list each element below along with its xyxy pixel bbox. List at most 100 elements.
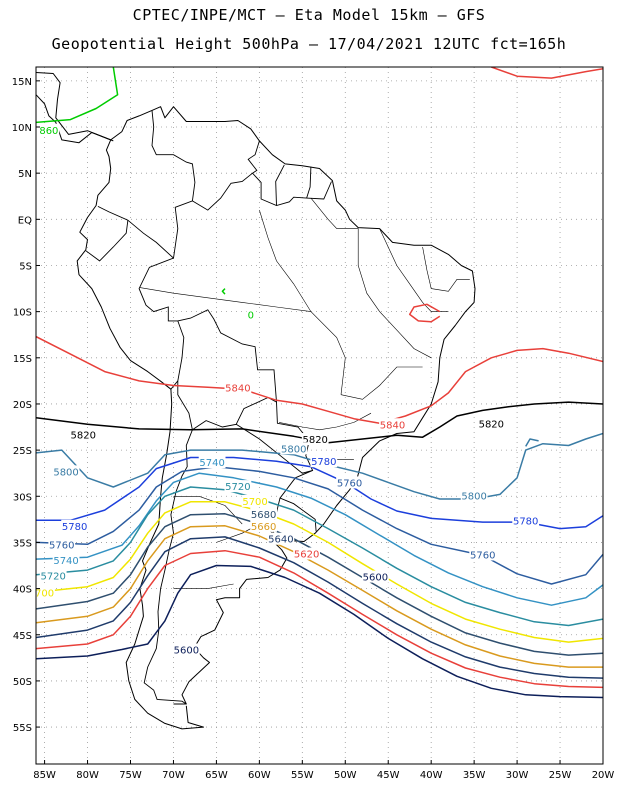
chart-title: CPTEC/INPE/MCT – Eta Model 15km – GFS <box>132 6 486 24</box>
state-border <box>340 366 423 400</box>
contour-label-5740: 5740 <box>53 556 78 567</box>
contour-label-5780: 5780 <box>62 522 87 533</box>
contour-label-5720: 5720 <box>225 482 250 493</box>
lon-tick-label: 55W <box>291 770 314 781</box>
country-border <box>252 172 332 206</box>
contour-label-5860: 0 <box>248 310 254 321</box>
chart-subtitle: Geopotential Height 500hPa – 17/04/2021 … <box>51 35 567 53</box>
contour-label-5760: 5760 <box>470 550 495 561</box>
state-border <box>139 287 311 312</box>
lon-tick-label: 65W <box>205 770 228 781</box>
contour-5860 <box>36 67 119 124</box>
lat-tick-label: EQ <box>18 215 32 226</box>
contour-label-bg <box>469 548 497 561</box>
lat-tick-label: 15S <box>13 354 32 365</box>
contour-5600 <box>36 564 603 699</box>
contour-label-5700: 5700 <box>242 497 267 508</box>
contour-label-bg <box>267 532 295 545</box>
lon-tick-label: 30W <box>506 770 529 781</box>
lat-tick-label: 10N <box>12 123 32 134</box>
contour-label-bg <box>241 494 269 507</box>
contour-label-5700: 700 <box>35 588 54 599</box>
contour-label-5800: 5800 <box>461 491 486 502</box>
state-border <box>259 210 346 395</box>
contour-label-5800: 5800 <box>53 467 78 478</box>
contour-label-bg <box>172 643 200 656</box>
contour-label-bg <box>361 570 389 583</box>
contour-label-bg <box>198 456 226 469</box>
lat-tick-label: 50S <box>13 677 32 688</box>
contour-label-5620: 5620 <box>294 550 319 561</box>
coastline <box>36 72 111 141</box>
contour-label-bg <box>379 418 406 431</box>
contour-5760 <box>36 465 603 585</box>
lat-tick-label: 45S <box>13 631 32 642</box>
contour-label-5800: 5800 <box>281 444 306 455</box>
state-border <box>173 496 243 525</box>
country-border <box>235 402 314 474</box>
contour-5640 <box>36 536 603 679</box>
lat-tick-label: 20S <box>13 400 32 411</box>
contour-label-bg <box>38 123 60 136</box>
contour-label-5860: 860 <box>39 126 58 137</box>
contour-5800 <box>36 432 603 500</box>
contour-label-5600: 5600 <box>174 646 199 657</box>
contour-label-bg <box>250 507 278 520</box>
contour-label-5820: 5820 <box>71 430 96 441</box>
contour-label-bg <box>246 308 255 321</box>
map-frame <box>35 66 604 765</box>
lat-tick-label: 15N <box>12 77 32 88</box>
lon-tick-label: 20W <box>592 770 615 781</box>
country-border <box>97 110 196 260</box>
country-border <box>138 257 185 390</box>
contour-label-5760: 5760 <box>49 540 74 551</box>
contour-5840 <box>36 335 603 425</box>
state-border <box>279 412 372 431</box>
contour-label-bg <box>69 428 97 441</box>
contour-label-5740: 5740 <box>199 458 224 469</box>
lat-tick-label: 5N <box>18 169 32 180</box>
axis-ticks: 85W 80W 75W 70W 65W 60W 55W 50W 45W 40W 35W 30W 25W 2… <box>12 77 615 781</box>
country-border <box>306 166 312 199</box>
lat-tick-label: 35S <box>13 538 32 549</box>
height-contours <box>36 67 603 699</box>
lon-tick-label: 85W <box>33 770 56 781</box>
lon-tick-label: 60W <box>248 770 271 781</box>
contour-label-bg <box>52 465 80 478</box>
country-border <box>177 309 278 431</box>
contour-label-bg <box>336 476 363 489</box>
lat-tick-label: 55S <box>13 723 32 734</box>
contour-label-5600: 5600 <box>363 573 388 584</box>
contour-label-bg <box>224 381 252 394</box>
country-border <box>143 429 193 705</box>
lat-tick-label: 10S <box>13 308 32 319</box>
contour-5700 <box>36 501 603 643</box>
contour-label-bg <box>61 519 89 532</box>
contour-5740 <box>36 472 603 606</box>
lat-tick-label: 30S <box>13 492 32 503</box>
contour-label-bg <box>460 489 488 502</box>
contour-label-bg <box>34 586 55 599</box>
lat-tick-label: 40S <box>13 585 32 596</box>
lon-tick-label: 25W <box>549 770 572 781</box>
country-border <box>192 140 260 211</box>
lat-tick-label: 25S <box>13 446 32 457</box>
coastline <box>110 106 476 705</box>
lon-tick-label: 45W <box>377 770 400 781</box>
contour-label-5660: 5660 <box>251 522 276 533</box>
contour-label-5820: 5820 <box>479 419 504 430</box>
contour-label-5680: 5680 <box>251 510 276 521</box>
country-border <box>85 220 129 262</box>
contour-label-5780: 5780 <box>311 457 336 468</box>
contour-label-bg <box>512 514 540 527</box>
lon-tick-label: 75W <box>119 770 142 781</box>
lon-tick-label: 50W <box>334 770 357 781</box>
contour-5840 <box>491 67 603 79</box>
coastline <box>76 139 204 730</box>
contour-label-bg <box>280 442 308 455</box>
contour-label-5840: 5840 <box>225 383 250 394</box>
country-border <box>275 164 285 206</box>
contour-label-bg <box>310 455 338 468</box>
contour-label-5840: 5840 <box>380 420 405 431</box>
